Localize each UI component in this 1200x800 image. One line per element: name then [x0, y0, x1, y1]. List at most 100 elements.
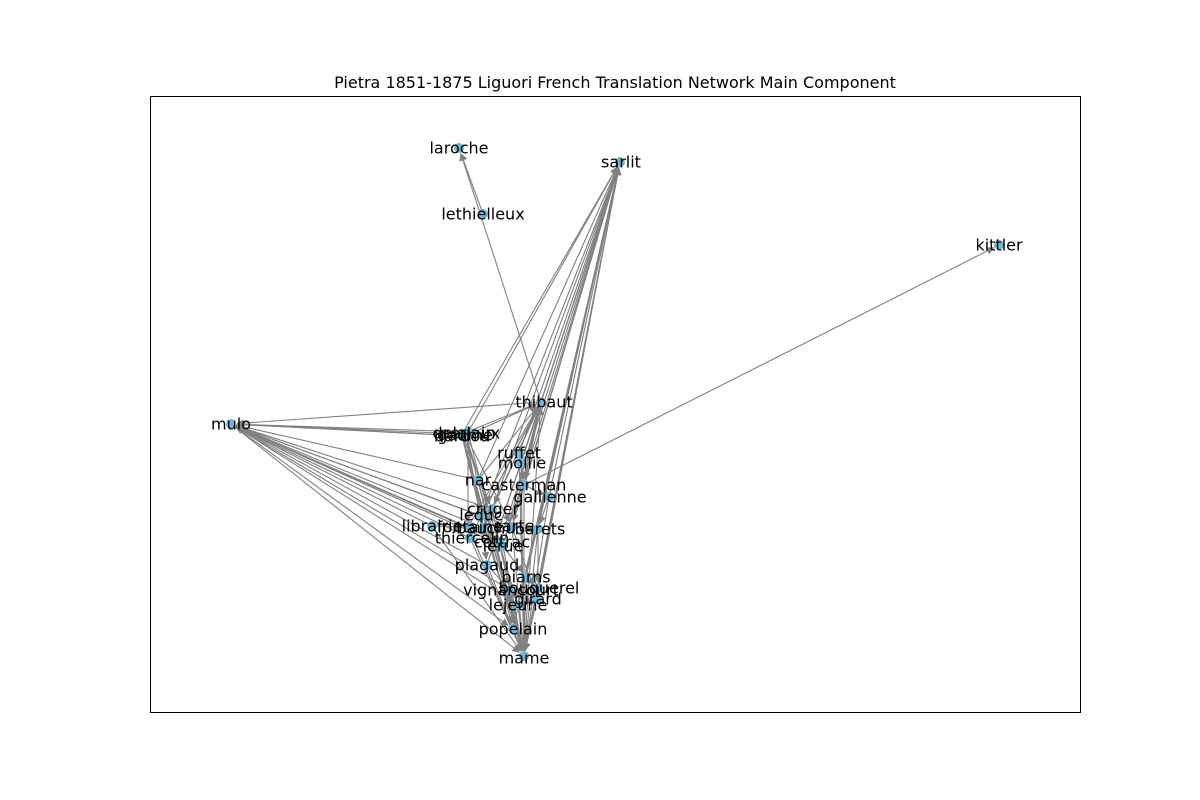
- node-laroche[interactable]: [454, 143, 464, 153]
- node-label-popelain: popelain: [479, 620, 548, 639]
- node-label-mollie: mollie: [498, 454, 547, 473]
- edge-sarte-to-girard: [511, 526, 537, 595]
- edge-cruger-to-mulo: [235, 424, 493, 510]
- node-mame[interactable]: [519, 651, 529, 661]
- edge-vignancourt-to-mame: [509, 589, 526, 651]
- node-label-periaux: periaux: [440, 424, 500, 443]
- node-label-bardou: bardou: [434, 427, 490, 446]
- node-label-leduc: leduc: [459, 506, 502, 525]
- edge-periaux-to-mulo: [236, 420, 469, 433]
- node-label-cruger: cruger: [467, 500, 520, 519]
- node-label-fontaine: fontaine: [437, 518, 503, 537]
- edge-sarte-to-mulo: [235, 424, 513, 528]
- node-kittler[interactable]: [994, 240, 1004, 250]
- node-lejeune[interactable]: [513, 600, 523, 610]
- edge-librairie-to-mame: [431, 525, 521, 652]
- edge-casterman-to-kittler: [523, 247, 995, 486]
- edge-nar-to-thibaut: [477, 406, 538, 481]
- edge-thibaut-to-sarte: [511, 401, 542, 522]
- edge-delalain-to-sarlit: [461, 166, 618, 435]
- node-mollie[interactable]: [516, 458, 526, 468]
- edge-gaume-to-sarlit: [465, 166, 618, 437]
- node-label-thibaut: thibaut: [515, 393, 572, 412]
- edge-mulo-to-lejeune: [230, 423, 514, 603]
- edge-plagaud-to-mulo: [235, 426, 488, 566]
- edge-thibaut-to-laroche: [459, 152, 542, 403]
- node-label-sarte: sarte: [494, 517, 535, 536]
- node-label-bauchu: bauchu: [456, 519, 515, 538]
- node-label-thiercelin: thiercelin: [435, 529, 510, 548]
- node-fontaine[interactable]: [463, 522, 473, 532]
- edge-gaume-to-thibaut: [465, 403, 537, 437]
- edge-bardou-to-mulo: [236, 420, 463, 437]
- edge-cruger-to-sarlit: [491, 166, 620, 510]
- node-popelain[interactable]: [508, 624, 518, 634]
- edge-thiercelin-to-mulo: [235, 426, 471, 539]
- edge-delalain-to-thibaut: [461, 403, 537, 435]
- edge-gaume-to-lejeune: [465, 435, 518, 601]
- node-plagaud[interactable]: [482, 560, 492, 570]
- node-label-lerue: lerue: [483, 537, 524, 556]
- edge-leduc-to-plagaud: [480, 515, 490, 560]
- node-cruger[interactable]: [487, 504, 497, 514]
- node-label-gallienne: gallienne: [513, 488, 586, 507]
- node-label-gaume: gaume: [437, 426, 493, 445]
- node-label-sarlit: sarlit: [601, 153, 641, 172]
- figure-title: Pietra 1851-1875 Liguori French Translat…: [334, 73, 896, 92]
- edge-librairie-to-fontaine: [431, 522, 463, 531]
- node-gallienne[interactable]: [544, 492, 554, 502]
- node-ruffet[interactable]: [514, 449, 524, 459]
- node-layer: [226, 143, 1004, 661]
- edge-librairie-to-mulo: [235, 426, 433, 527]
- edge-mame-to-thibaut: [523, 407, 544, 657]
- node-label-barets: barets: [515, 520, 566, 539]
- node-thiercelin[interactable]: [465, 533, 475, 543]
- edge-leduc-to-sarlit: [480, 166, 619, 517]
- node-barets[interactable]: [533, 524, 543, 534]
- label-layer: laroche sarlit lethielleux kittler mulo thiba…: [211, 139, 1023, 668]
- node-nar[interactable]: [473, 475, 483, 485]
- node-lerue[interactable]: [498, 541, 508, 551]
- edge-nar-to-sarlit: [477, 166, 619, 481]
- edge-thibaut-to-mulo: [236, 401, 542, 427]
- node-biarns[interactable]: [521, 572, 531, 582]
- edge-mulo-to-mame: [230, 423, 520, 653]
- node-label-lejeune: lejeune: [489, 596, 548, 615]
- edge-mollie-to-thibaut: [520, 406, 541, 464]
- node-bouquerel[interactable]: [533, 583, 543, 593]
- node-label-mulo: mulo: [211, 415, 251, 434]
- node-librairie[interactable]: [427, 521, 437, 531]
- node-bardou[interactable]: [457, 431, 467, 441]
- node-label-vignancourt: vignancourt: [463, 581, 559, 600]
- node-thibaut[interactable]: [536, 397, 546, 407]
- node-mulo[interactable]: [226, 419, 236, 429]
- edge-girard-to-mame: [523, 598, 538, 651]
- node-label-biarns: biarns: [501, 568, 550, 587]
- node-label-cottrac: cottrac: [474, 533, 530, 552]
- edge-sarte-to-sarlit: [511, 167, 621, 528]
- node-label-delalain: delalain: [432, 424, 495, 443]
- edge-vignancourt-to-mulo: [235, 426, 511, 591]
- edge-lerue-to-biarns: [502, 545, 523, 573]
- node-bauchu[interactable]: [479, 523, 489, 533]
- edge-sarte-to-mame: [511, 526, 527, 651]
- edge-vignancourt-to-popelain: [508, 589, 516, 624]
- edge-delalain-to-leduc: [461, 433, 482, 511]
- node-sarte[interactable]: [507, 522, 517, 532]
- node-casterman[interactable]: [519, 480, 529, 490]
- node-leduc[interactable]: [476, 511, 486, 521]
- node-label-librairie: librairie: [402, 517, 463, 536]
- node-label-lethielleux: lethielleux: [441, 205, 524, 224]
- node-lethielleux[interactable]: [478, 209, 488, 219]
- edge-layer: [230, 152, 995, 657]
- node-vignancourt[interactable]: [505, 585, 515, 595]
- node-label-ruffet: ruffet: [497, 444, 541, 463]
- node-girard[interactable]: [532, 594, 542, 604]
- node-sarlit[interactable]: [615, 157, 625, 167]
- node-label-kittler: kittler: [975, 236, 1023, 255]
- node-label-girard: girard: [514, 590, 561, 609]
- edge-mulo-to-popelain: [230, 423, 509, 626]
- edge-delalain-to-cruger: [461, 433, 491, 505]
